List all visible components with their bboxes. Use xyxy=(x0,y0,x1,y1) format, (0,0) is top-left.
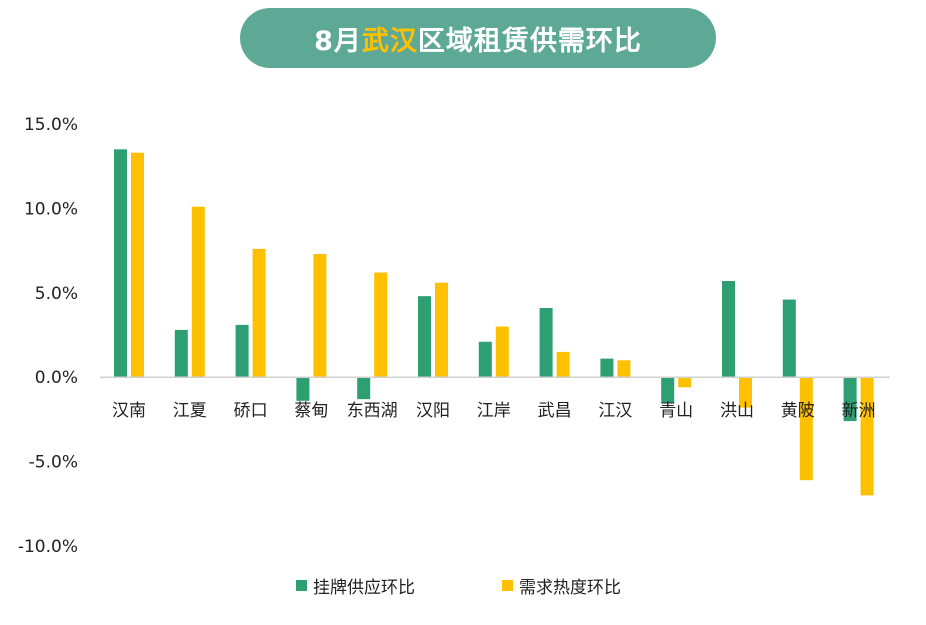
x-category-label: 蔡甸 xyxy=(294,401,328,421)
x-category-label: 江汉 xyxy=(598,401,632,421)
y-tick-label: 15.0% xyxy=(24,115,78,135)
bars-group xyxy=(114,149,874,496)
bar-demand xyxy=(435,282,448,378)
bar-demand xyxy=(495,326,509,378)
y-axis: 15.0% 10.0% 5.0% 0.0% -5.0% -10.0% xyxy=(18,115,78,557)
bar-supply xyxy=(843,377,857,422)
bar-supply xyxy=(235,324,249,378)
x-category-label: 黄陂 xyxy=(781,401,815,421)
y-tick-label: 5.0% xyxy=(35,284,78,304)
bar-demand xyxy=(617,360,631,378)
x-category-label: 江夏 xyxy=(173,401,207,421)
x-axis-labels: 汉南 江夏 硚口 蔡甸 东西湖 汉阳 江岸 武昌 江汉 青山 洪山 黄陂 新洲 xyxy=(112,401,876,421)
x-category-label: 硚口 xyxy=(234,401,268,421)
x-category-label: 江岸 xyxy=(477,401,511,421)
legend-swatch-supply xyxy=(296,580,307,591)
bar-demand xyxy=(556,351,570,378)
title-highlight: 武汉 xyxy=(361,25,418,57)
bar-demand xyxy=(374,272,388,378)
legend: 挂牌供应环比 需求热度环比 xyxy=(0,573,926,598)
bar-supply xyxy=(782,299,796,378)
bar-demand xyxy=(131,152,144,378)
x-category-label: 东西湖 xyxy=(347,401,398,421)
legend-swatch-demand xyxy=(502,580,513,591)
x-category-label: 青山 xyxy=(659,401,693,421)
bar-supply xyxy=(661,377,675,403)
bar-supply xyxy=(296,377,310,401)
x-category-label: 汉阳 xyxy=(416,401,450,421)
legend-label-supply: 挂牌供应环比 xyxy=(313,578,415,598)
bar-supply xyxy=(174,329,188,378)
bar-supply xyxy=(539,307,553,378)
legend-item-supply: 挂牌供应环比 xyxy=(296,573,415,598)
x-category-label: 武昌 xyxy=(538,401,572,421)
y-tick-label: -10.0% xyxy=(18,537,78,557)
bar-demand xyxy=(860,377,874,496)
legend-label-demand: 需求热度环比 xyxy=(519,578,621,598)
x-category-label: 新洲 xyxy=(842,401,876,421)
bar-supply xyxy=(722,280,735,378)
bar-demand xyxy=(799,377,813,481)
y-tick-label: 10.0% xyxy=(24,199,78,219)
y-tick-label: 0.0% xyxy=(35,368,78,388)
bar-demand xyxy=(313,253,327,378)
title-suffix: 区域租赁供需环比 xyxy=(417,25,642,57)
bar-demand xyxy=(191,206,205,378)
bar-demand xyxy=(739,377,752,408)
legend-item-demand: 需求热度环比 xyxy=(502,573,621,598)
bar-supply xyxy=(478,341,492,378)
bar-supply xyxy=(418,296,431,378)
bar-supply xyxy=(114,149,127,378)
x-category-label: 汉南 xyxy=(112,401,146,421)
bar-demand xyxy=(252,248,266,378)
chart-title: 8月 武汉 区域租赁供需环比 xyxy=(240,8,716,68)
x-category-label: 洪山 xyxy=(720,401,754,421)
y-tick-label: -5.0% xyxy=(29,453,78,473)
bar-demand xyxy=(678,377,692,388)
bar-supply xyxy=(600,358,614,378)
title-prefix: 8月 xyxy=(314,25,362,57)
bar-supply xyxy=(357,377,371,400)
